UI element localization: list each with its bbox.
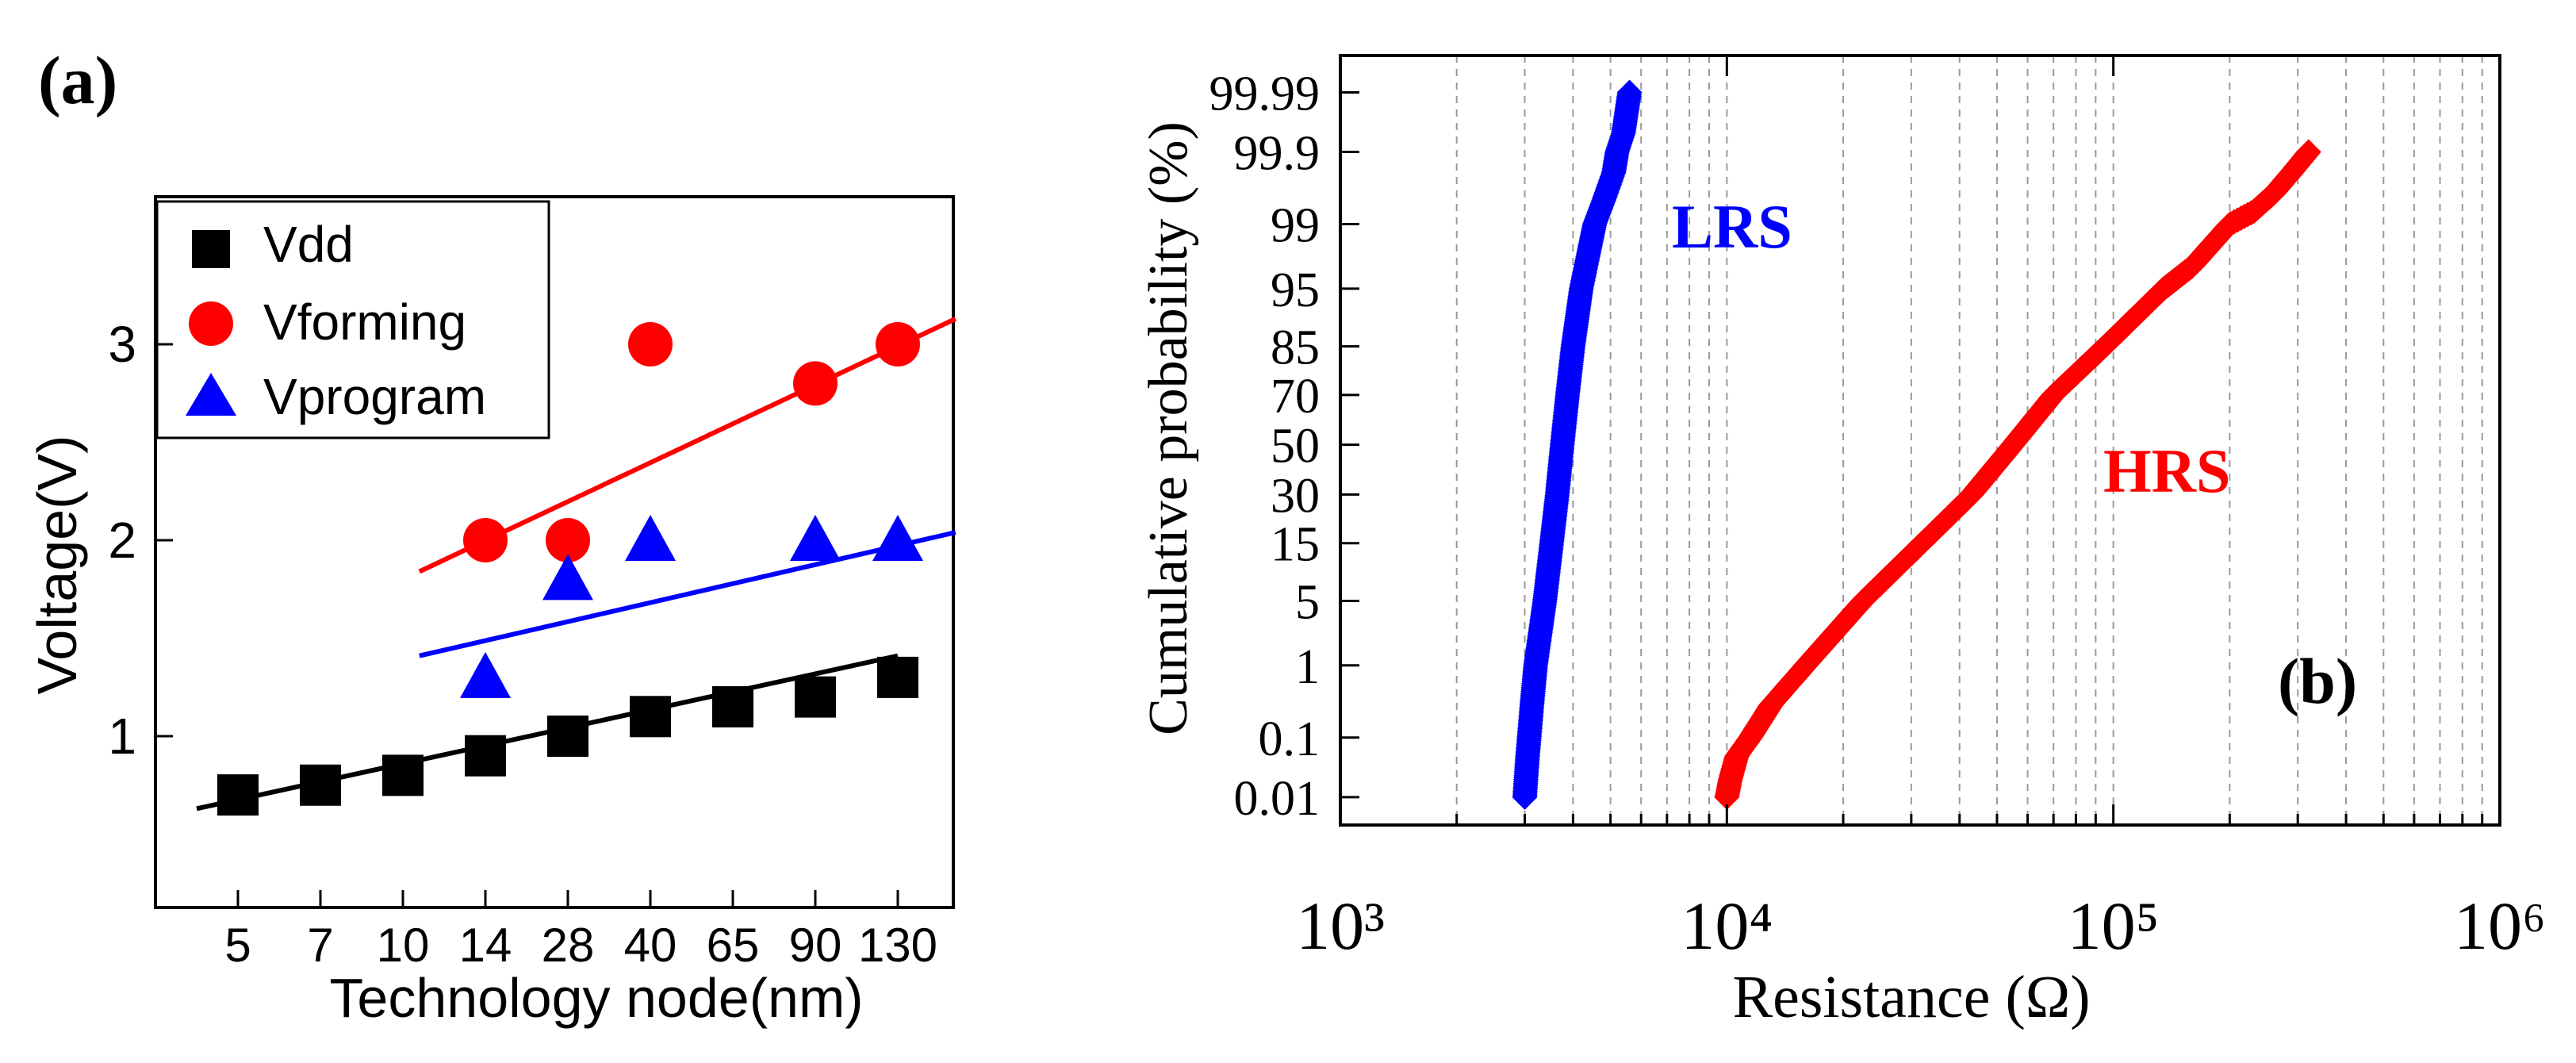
y-tick-label-99-9: 99.9 [1234,127,1321,181]
panel-b-y-label: Cumulative probability (%) [1138,121,1199,735]
point-vdd-7 [300,764,341,806]
point-vdd-5 [217,774,259,816]
x-tick-label-14: 14 [459,919,512,972]
y-tick-label-99: 99 [1271,199,1320,253]
y-tick-label-0-01: 0.01 [1234,772,1321,826]
point-hrs-360 [2295,139,2321,165]
x-tick-label-6: 10⁶ [2454,888,2546,964]
x-tick-label-40: 40 [624,919,677,972]
panel-a-x-ticks: 5 7 10 14 28 40 65 90 130 [224,890,937,972]
x-tick-label-7: 7 [307,919,333,972]
panel-b-x-label: Resistance (Ω) [1732,964,2090,1030]
point-vdd-65 [712,685,753,727]
y-tick-label-30: 30 [1271,469,1320,523]
legend-marker-vforming [189,301,233,346]
legend-marker-vdd [192,230,230,268]
x-tick-label-130: 130 [858,919,937,972]
point-vforming-90 [793,361,838,406]
x-tick-label-90: 90 [789,919,842,972]
point-vdd-40 [630,696,671,738]
point-vdd-130 [877,656,918,698]
point-vforming-14 [463,518,508,562]
y-tick-label-1: 1 [108,708,136,765]
point-vprogram-130 [872,515,923,561]
x-tick-label-10: 10 [377,919,430,972]
point-vprogram-14 [460,651,511,698]
y-tick-label-3: 3 [108,316,136,373]
point-vprogram-28 [542,554,593,601]
x-tick-label-65: 65 [707,919,760,972]
x-tick-label-5: 10⁵ [2068,888,2160,964]
annotation-hrs: HRS [2103,436,2230,505]
panel-a-label: (a) [38,42,117,118]
y-tick-label-99-99: 99.99 [1209,67,1321,121]
legend-label-vprogram: Vprogram [263,368,486,425]
panel-b-grid [1455,56,2483,825]
point-vforming-130 [876,322,920,366]
y-tick-label-85: 85 [1271,321,1320,375]
point-vdd-90 [795,676,836,718]
legend-marker-vprogram [186,373,236,416]
panel-a-data-points [217,322,923,816]
point-vforming-40 [628,322,673,366]
annotation-lrs: LRS [1672,192,1792,261]
panel-b-label: (b) [2278,645,2357,717]
point-vprogram-40 [625,515,676,561]
panel-a-y-label: Voltage(V) [26,436,88,695]
panel-b-frame [1339,54,2501,827]
x-tick-label-28: 28 [542,919,595,972]
x-tick-label-5: 5 [224,919,251,972]
y-tick-label-50: 50 [1271,420,1320,474]
point-vforming-28 [546,518,590,562]
y-tick-label-2: 2 [108,512,136,569]
point-lrs-360 [1616,79,1643,106]
panel-a-x-label: Technology node(nm) [329,967,863,1029]
y-tick-label-5: 5 [1295,575,1320,629]
x-tick-label-4: 10⁴ [1681,888,1773,964]
panel-a: (a) Vdd Vforming Vprogram 1 2 3 5 7 10 14 28 40… [26,42,957,1029]
fit-line-vprogram [419,530,956,658]
y-tick-label-0-1: 0.1 [1259,712,1321,766]
y-tick-label-15: 15 [1271,518,1320,572]
panel-b-x-ticks: 10³ 10⁴ 10⁵ 10⁶ [1296,56,2546,964]
panel-a-legend: Vdd Vforming Vprogram [155,200,550,439]
legend-label-vdd: Vdd [263,216,354,273]
y-tick-label-95: 95 [1271,263,1320,317]
y-tick-label-1: 1 [1295,640,1320,694]
panel-b-data-points [1512,79,2321,810]
point-vprogram-90 [790,515,841,561]
fit-line-vforming [418,317,957,574]
point-vdd-10 [382,754,424,796]
legend-label-vforming: Vforming [263,294,466,351]
panel-a-y-ticks: 1 2 3 [108,316,173,765]
y-tick-label-70: 70 [1271,370,1320,424]
point-vdd-14 [465,735,506,777]
x-tick-label-3: 10³ [1296,888,1385,964]
point-vdd-28 [547,716,588,757]
